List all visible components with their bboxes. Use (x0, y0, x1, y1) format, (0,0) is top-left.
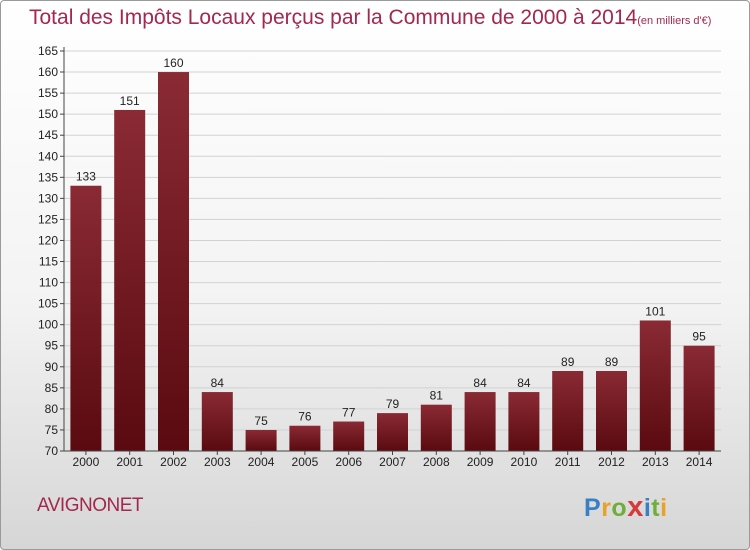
bar (552, 371, 584, 451)
bar (596, 371, 627, 451)
bar (420, 404, 452, 451)
bar (245, 429, 277, 451)
x-tick-label: 2006 (335, 455, 362, 469)
y-tick-label: 85 (45, 381, 59, 395)
data-label: 79 (386, 397, 400, 411)
data-label: 84 (473, 376, 487, 390)
y-tick-label: 140 (38, 149, 58, 163)
y-tick-label: 70 (45, 444, 59, 458)
bar (70, 185, 102, 451)
data-label: 76 (298, 410, 312, 424)
x-tick-label: 2003 (204, 455, 231, 469)
data-label: 95 (692, 330, 706, 344)
bar (201, 392, 233, 451)
commune-name: AVIGNONET (37, 495, 144, 516)
x-tick-label: 2004 (248, 455, 275, 469)
y-tick-label: 105 (38, 297, 58, 311)
y-tick-label: 120 (38, 233, 58, 247)
y-tick-label: 165 (38, 44, 58, 58)
x-tick-label: 2012 (598, 455, 625, 469)
bar (464, 392, 496, 451)
y-tick-label: 110 (39, 276, 58, 290)
y-tick-label: 125 (38, 212, 58, 226)
bar (683, 345, 715, 451)
data-label: 81 (430, 389, 444, 403)
y-tick-label: 155 (38, 86, 58, 100)
x-tick-label: 2007 (379, 455, 406, 469)
x-tick-label: 2005 (292, 455, 319, 469)
bar (333, 421, 365, 451)
x-tick-label: 2001 (116, 455, 143, 469)
y-tick-label: 135 (38, 170, 58, 184)
chart-title-block: Total des Impôts Locaux perçus par la Co… (29, 6, 711, 30)
x-tick-label: 2008 (423, 455, 450, 469)
logo-letter: x (627, 491, 644, 523)
data-label: 77 (342, 406, 356, 420)
bar (377, 413, 408, 451)
y-tick-label: 115 (39, 255, 58, 269)
x-tick-label: 2011 (555, 455, 581, 469)
x-tick-label: 2014 (686, 455, 713, 469)
bar (639, 320, 671, 451)
bar (158, 72, 189, 451)
chart-title-unit: (en milliers d'€) (637, 15, 712, 27)
chart-title: Total des Impôts Locaux perçus par la Co… (29, 6, 638, 29)
data-label: 160 (163, 56, 183, 70)
data-label: 84 (211, 376, 225, 390)
logo-letter: P (584, 494, 602, 522)
logo-letter: o (611, 494, 628, 522)
logo-letter: i (660, 494, 668, 522)
x-tick-label: 2000 (73, 455, 100, 469)
y-tick-label: 95 (45, 339, 59, 353)
x-tick-label: 2010 (511, 455, 538, 469)
logo-letter: i (643, 494, 652, 522)
y-tick-label: 160 (38, 65, 58, 79)
x-tick-label: 2009 (467, 455, 494, 469)
x-tick-label: 2013 (642, 455, 669, 469)
data-label: 89 (561, 355, 575, 369)
y-tick-label: 150 (38, 107, 58, 121)
y-tick-label: 90 (45, 360, 59, 374)
y-tick-label: 100 (38, 318, 58, 332)
y-tick-label: 130 (38, 191, 58, 205)
data-label: 89 (605, 355, 619, 369)
bar (289, 425, 321, 451)
data-label: 133 (76, 170, 96, 184)
data-label: 151 (120, 94, 140, 108)
logo-letter: r (601, 494, 612, 522)
y-tick-label: 145 (38, 128, 58, 142)
bar (508, 392, 540, 451)
data-label: 101 (645, 304, 665, 318)
logo-letter: t (651, 494, 661, 522)
y-tick-label: 80 (45, 402, 59, 416)
y-tick-label: 75 (45, 423, 59, 437)
bar (114, 109, 146, 452)
proxiti-logo: Proxiti (584, 491, 668, 524)
data-label: 75 (254, 414, 268, 428)
x-tick-label: 2002 (160, 455, 187, 469)
data-label: 84 (517, 376, 531, 390)
